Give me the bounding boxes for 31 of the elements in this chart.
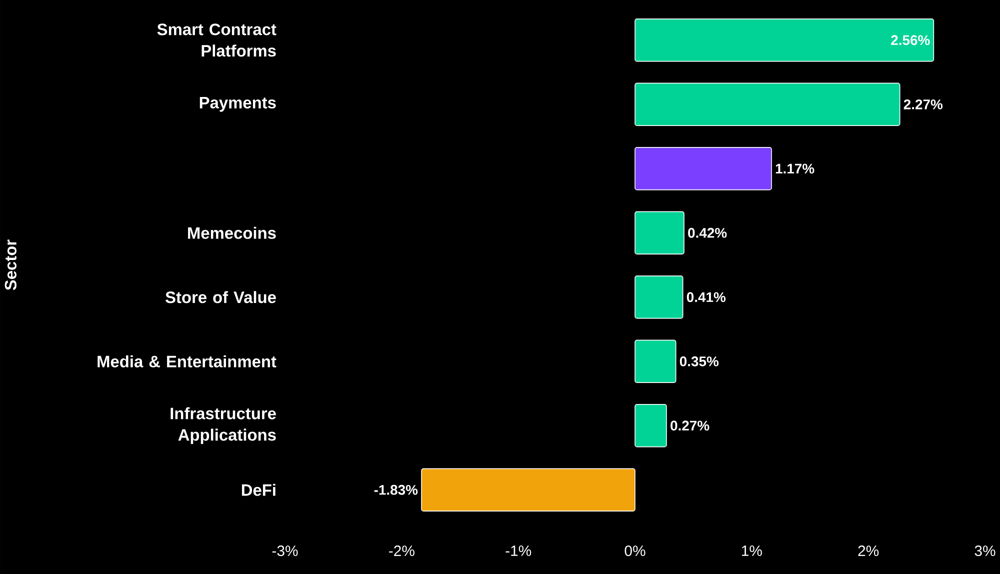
data-label: 0.42% [688,228,727,238]
bar [634,404,667,448]
y-tick-label: Payments [200,97,276,112]
y-tick-label: Infrastructure Applications [170,407,276,444]
data-label: 0.27% [670,420,710,431]
bar [634,18,934,62]
y-tick-label: Store of Value [166,291,276,304]
x-tick-label: 3% [974,546,996,556]
bar [634,82,900,126]
bar [634,340,676,383]
x-tick-label: -3% [272,546,298,556]
y-tick-label: Smart Contract Platforms [157,24,276,57]
bar [634,211,684,254]
y-axis-title: Sector [4,240,16,290]
y-tick-label: Memecoins [188,226,276,239]
data-label: 1.17% [776,164,814,174]
x-tick-label: 0% [624,546,646,556]
y-tick-label: Media & Entertainment [98,355,276,368]
data-label: 2.27% [904,99,943,110]
data-label: -1.83% [374,484,418,495]
data-label: 0.35% [680,356,719,366]
y-tick-label: DeFi [242,484,276,496]
x-tick-label: 1% [742,546,762,556]
bar [421,468,636,512]
data-label: 2.56% [891,35,930,46]
data-label: 0.41% [686,292,726,302]
x-tick-label: -2% [389,546,414,556]
bar [634,147,772,190]
bar [634,276,684,319]
x-tick-label: -1% [506,546,532,556]
x-tick-label: 2% [858,546,879,556]
